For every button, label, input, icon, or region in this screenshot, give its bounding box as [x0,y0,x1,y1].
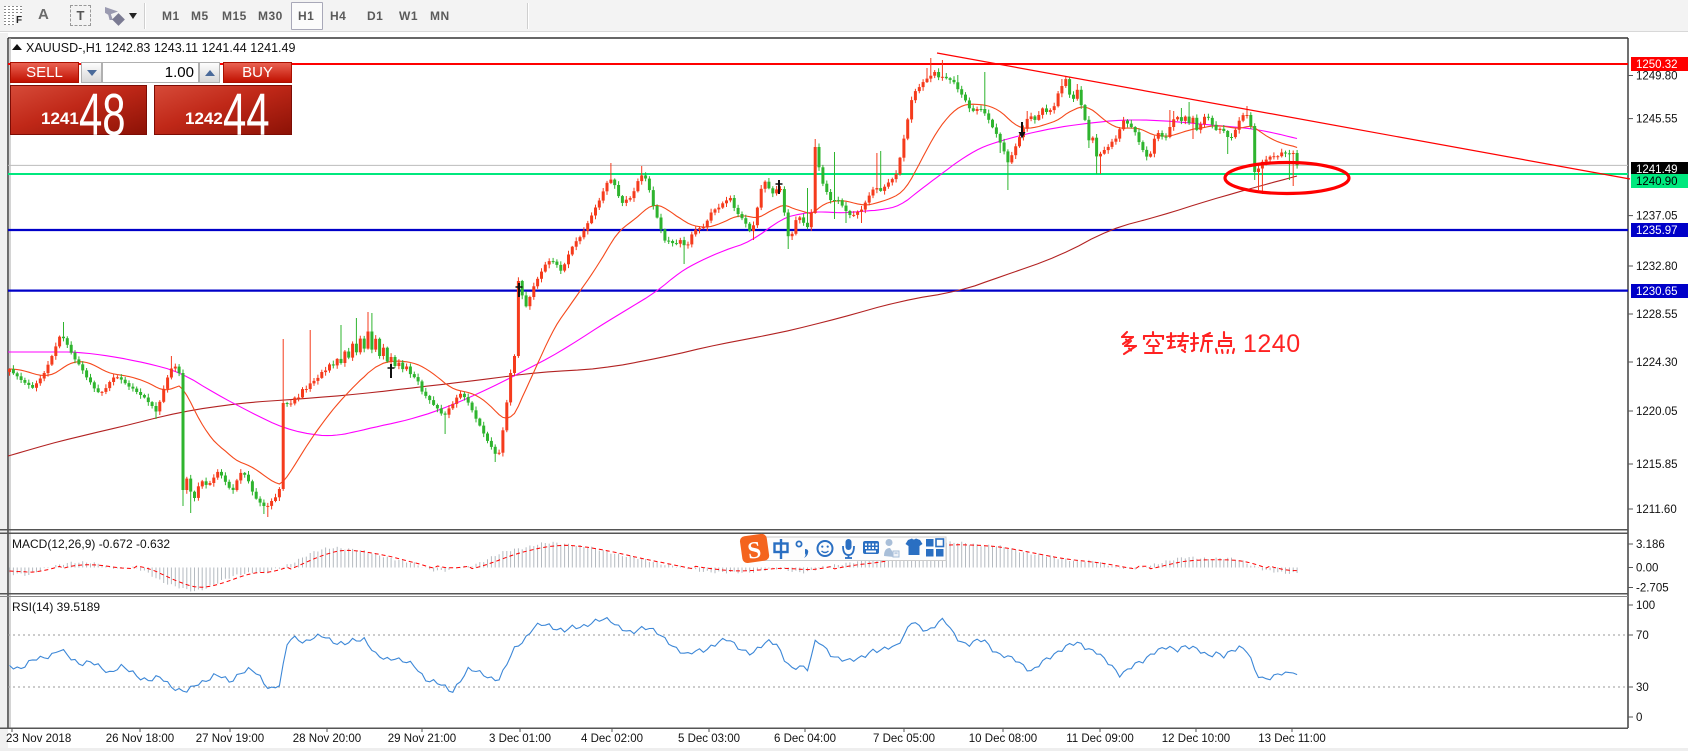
svg-text:XAUUSD-,H1 1242.83 1243.11 12: XAUUSD-,H1 1242.83 1243.11 1241.44 1241.… [26,41,295,55]
svg-text:6 Dec 04:00: 6 Dec 04:00 [774,733,836,745]
svg-text:12 Dec 10:00: 12 Dec 10:00 [1162,733,1230,745]
svg-text:1224.30: 1224.30 [1636,357,1678,369]
svg-text:27 Nov 19:00: 27 Nov 19:00 [196,733,264,745]
svg-text:23 Nov 2018: 23 Nov 2018 [6,733,71,745]
svg-text:100: 100 [1636,600,1655,612]
svg-text:30: 30 [1636,682,1649,694]
svg-text:3 Dec 01:00: 3 Dec 01:00 [489,733,551,745]
svg-text:0: 0 [1636,712,1642,724]
svg-text:1240: 1240 [1243,330,1301,358]
svg-text:1211.60: 1211.60 [1636,504,1677,516]
svg-text:1228.55: 1228.55 [1636,309,1678,321]
svg-text:13 Dec 11:00: 13 Dec 11:00 [1258,733,1326,745]
svg-text:3.186: 3.186 [1636,539,1665,551]
svg-text:5 Dec 03:00: 5 Dec 03:00 [678,733,740,745]
svg-text:1241.49: 1241.49 [1636,164,1678,176]
svg-text:70: 70 [1636,630,1649,642]
svg-text:7 Dec 05:00: 7 Dec 05:00 [873,733,935,745]
svg-text:S: S [746,537,763,565]
svg-text:29 Nov 21:00: 29 Nov 21:00 [388,733,456,745]
svg-text:11 Dec 09:00: 11 Dec 09:00 [1066,733,1134,745]
svg-text:10 Dec 08:00: 10 Dec 08:00 [969,733,1037,745]
svg-text:RSI(14) 39.5189: RSI(14) 39.5189 [12,600,100,614]
svg-text:1237.05: 1237.05 [1636,211,1678,223]
svg-text:4 Dec 02:00: 4 Dec 02:00 [581,733,643,745]
svg-text:1250.32: 1250.32 [1636,59,1678,71]
svg-text:26 Nov 18:00: 26 Nov 18:00 [106,733,174,745]
svg-text:0.00: 0.00 [1636,563,1658,575]
svg-text:1249.80: 1249.80 [1636,71,1678,83]
svg-text:MACD(12,26,9) -0.672 -0.632: MACD(12,26,9) -0.672 -0.632 [12,537,170,551]
svg-text:1235.97: 1235.97 [1636,225,1678,237]
svg-text:1240.90: 1240.90 [1636,176,1678,188]
svg-text:28 Nov 20:00: 28 Nov 20:00 [293,733,361,745]
svg-text:1232.80: 1232.80 [1636,261,1678,273]
svg-text:1220.05: 1220.05 [1636,406,1678,418]
svg-text:1230.65: 1230.65 [1636,286,1678,298]
svg-text:1215.85: 1215.85 [1636,459,1678,471]
svg-text:1245.55: 1245.55 [1636,114,1678,126]
svg-text:-2.705: -2.705 [1636,583,1669,595]
